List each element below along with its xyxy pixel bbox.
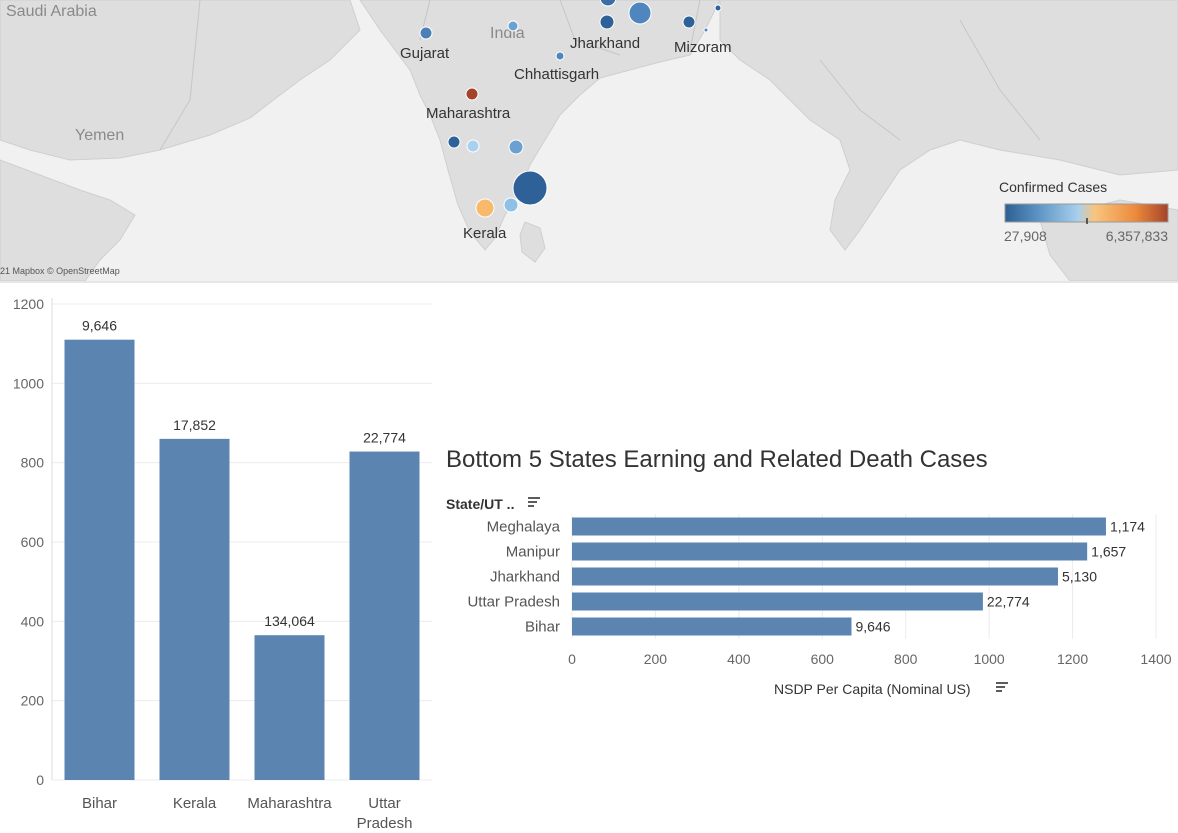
land-africa [0,159,136,281]
state-marker[interactable] [465,87,479,101]
y-axis-title: State/UT .. [446,496,514,512]
state-marker[interactable] [466,139,480,153]
bar[interactable] [572,592,983,611]
y-tick-label: 800 [21,455,45,471]
land-india [359,0,721,251]
state-marker[interactable] [419,26,433,40]
state-marker[interactable] [512,170,548,206]
state-marker[interactable] [599,0,617,7]
legend-min-label: 27,908 [1004,228,1047,244]
sort-icon[interactable] [528,497,540,507]
y-tick-label: 200 [21,693,45,709]
x-category-label: Bihar [82,795,117,812]
color-legend: Confirmed Cases 27,908 6,357,833 [999,179,1169,244]
data-label: 1,174 [1110,519,1145,535]
bar[interactable] [572,517,1106,536]
state-label-kerala: Kerala [463,225,507,242]
death-cases-bar-chart: 0 200 400 600 800 1000 1200 9,646 Bihar 17,852 Ker… [0,284,440,832]
bar[interactable] [254,635,325,780]
state-marker[interactable] [703,27,709,33]
bar[interactable] [349,451,420,780]
bottom-states-hbar-chart: Bottom 5 States Earning and Related Deat… [440,284,1178,828]
data-label: 1,657 [1091,544,1126,560]
y-category-label: Uttar Pradesh [467,594,560,611]
bar-chart-canvas: 0 200 400 600 800 1000 1200 9,646 Bihar 17,852 Ker… [13,296,432,832]
state-label-mizoram: Mizoram [674,39,732,56]
map-canvas: Saudi Arabia Yemen India Gujarat Jharkha… [0,0,1178,281]
bar[interactable] [572,542,1088,561]
state-marker[interactable] [555,51,565,61]
data-label: 5,130 [1062,569,1097,585]
y-tick-label: 400 [21,613,45,629]
x-category-label: Maharashtra [247,795,332,812]
state-marker[interactable] [475,198,495,218]
y-tick-label: 1200 [13,296,44,312]
data-label: 9,646 [82,318,117,334]
state-marker[interactable] [628,1,652,25]
data-label: 9,646 [855,619,890,635]
legend-title: Confirmed Cases [999,179,1107,195]
state-marker[interactable] [508,139,524,155]
y-category-label: Jharkhand [490,569,560,586]
state-marker[interactable] [682,15,696,29]
x-tick-label: 1200 [1057,651,1088,667]
state-marker[interactable] [507,20,519,32]
bar[interactable] [64,339,135,780]
state-label-jharkhand: Jharkhand [570,35,640,52]
bar[interactable] [572,617,852,636]
state-label-gujarat: Gujarat [400,45,450,62]
map-credit: 21 Mapbox © OpenStreetMap [0,266,120,276]
state-marker[interactable] [503,197,519,213]
hbar-chart-canvas: Bottom 5 States Earning and Related Deat… [446,446,1172,697]
x-tick-label: 800 [894,651,918,667]
y-tick-label: 1000 [13,375,44,391]
data-label: 22,774 [363,430,406,446]
y-category-label: Bihar [525,619,560,636]
state-marker[interactable] [599,14,615,30]
state-marker[interactable] [447,135,461,149]
country-label-saudi-arabia: Saudi Arabia [6,3,97,20]
state-label-maharashtra: Maharashtra [426,105,511,122]
x-category-label: Uttar Pradesh [357,795,413,828]
x-tick-label: 400 [727,651,751,667]
section-divider [0,281,1178,283]
x-tick-label: 1400 [1140,651,1171,667]
x-tick-label: 1000 [974,651,1005,667]
chart-title: Bottom 5 States Earning and Related Deat… [446,446,988,473]
y-tick-label: 600 [21,534,45,550]
land-arabia [0,0,361,161]
x-category-label: Kerala [173,795,217,812]
state-label-chhattisgarh: Chhattisgarh [514,66,599,83]
india-map[interactable]: Saudi Arabia Yemen India Gujarat Jharkha… [0,0,1178,281]
land-sri-lanka [519,221,546,263]
y-tick-label: 0 [36,772,44,788]
border-lines [159,0,1041,151]
data-label: 134,064 [264,613,315,629]
country-label-india: India [490,25,525,42]
y-category-label: Manipur [506,544,560,561]
data-label: 22,774 [987,594,1030,610]
data-label: 17,852 [173,417,216,433]
state-markers [419,0,722,218]
y-category-label: Meghalaya [487,519,561,536]
state-marker[interactable] [714,4,722,12]
x-tick-label: 200 [644,651,668,667]
legend-max-label: 6,357,833 [1106,228,1168,244]
land-se-asia [719,0,1178,251]
country-label-yemen: Yemen [75,127,124,144]
bar[interactable] [159,438,230,780]
sort-icon[interactable] [996,682,1008,692]
x-axis-title: NSDP Per Capita (Nominal US) [774,681,971,697]
bar[interactable] [572,567,1058,586]
x-tick-label: 0 [568,651,576,667]
x-tick-label: 600 [811,651,835,667]
